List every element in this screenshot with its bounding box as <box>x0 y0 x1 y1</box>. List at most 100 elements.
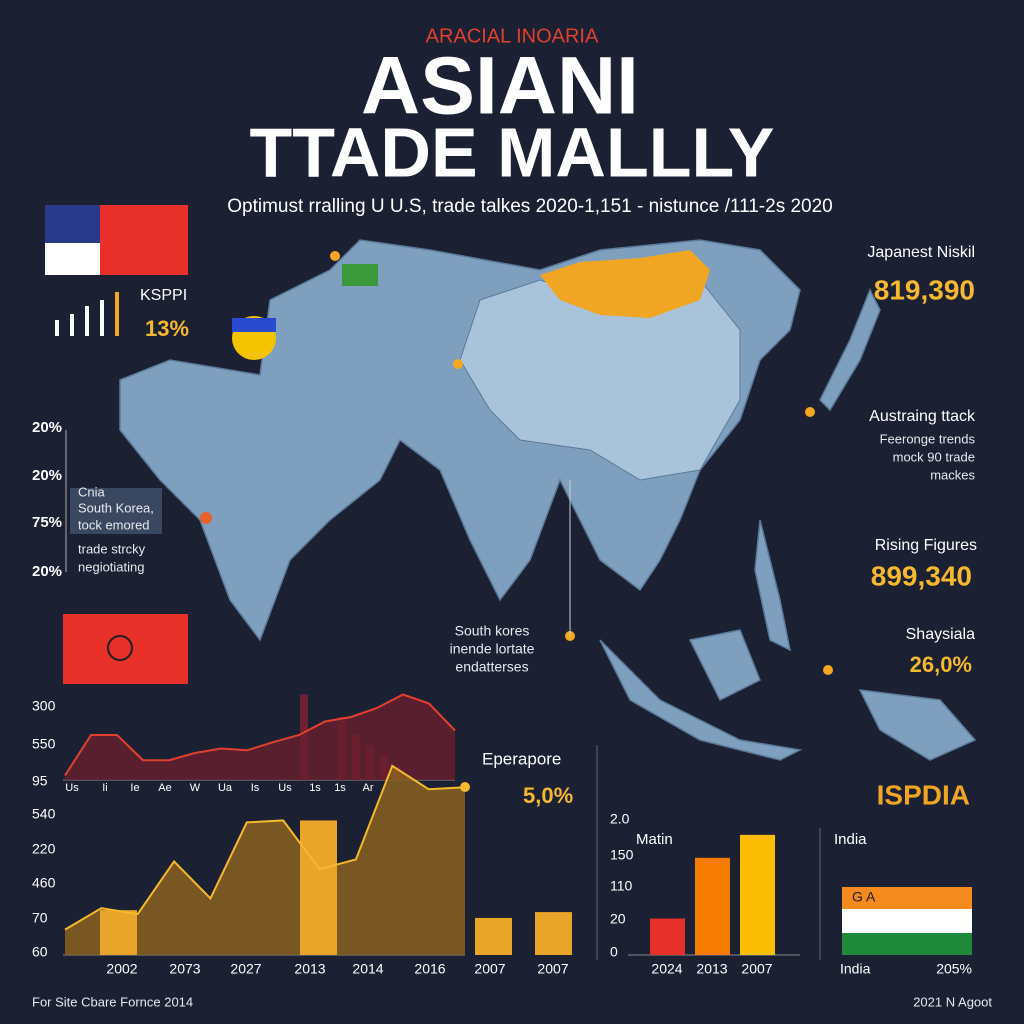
flag <box>63 614 188 684</box>
callout-text: tock emored <box>78 517 150 532</box>
flag-stripe <box>232 318 276 332</box>
x-label: 1s <box>309 782 321 794</box>
index-value: 13% <box>145 316 189 341</box>
value: 26,0% <box>910 652 972 677</box>
axis-label: 20% <box>32 467 62 484</box>
axis-label: 540 <box>32 806 56 822</box>
marker <box>200 512 212 524</box>
axis-label: 70 <box>32 910 48 926</box>
x-label: Ie <box>130 782 139 794</box>
x-label: Ii <box>102 782 108 794</box>
line <box>64 764 466 931</box>
flag-canton <box>45 205 100 243</box>
china-region <box>459 279 741 481</box>
bar <box>740 834 775 955</box>
bar <box>300 820 337 955</box>
footer-left: For Site Cbare Fornce 2014 <box>32 994 193 1009</box>
axis-label: 60 <box>32 944 48 960</box>
x-label: 2073 <box>169 961 200 977</box>
map-note: inende lortate <box>450 641 535 657</box>
axis-label: 150 <box>610 847 634 863</box>
title-line: ASIANI <box>361 41 639 132</box>
flag-emblem <box>107 635 133 661</box>
philippines <box>754 519 792 652</box>
axis-label: 95 <box>32 773 48 789</box>
x-label: 2007 <box>741 961 772 977</box>
india-label: India <box>840 961 871 977</box>
subtitle: Optimust rralling U U.S, trade talkes 20… <box>227 196 833 217</box>
label: Japanest Niskil <box>867 244 975 261</box>
marker <box>823 665 833 675</box>
x-label: 2013 <box>696 961 727 977</box>
bar <box>695 857 730 955</box>
x-label: 2002 <box>106 961 137 977</box>
label: Eperapore <box>482 749 561 768</box>
chart-title: Matin <box>636 831 673 848</box>
bar-icon <box>55 292 119 336</box>
text-line: mackes <box>930 467 975 482</box>
label: Shaysiala <box>906 626 975 643</box>
axis-label: 0 <box>610 944 618 960</box>
flag-text: G A <box>852 889 876 905</box>
x-label: 2027 <box>230 961 261 977</box>
x-label: Ae <box>158 782 171 794</box>
axis-label: 20% <box>32 419 62 436</box>
indonesia <box>599 639 803 761</box>
label: Austraing ttack <box>869 408 976 425</box>
footer-right: 2021 N Agoot <box>913 994 992 1009</box>
bar <box>100 910 137 955</box>
japan <box>819 288 881 412</box>
india-value: 205% <box>936 961 972 977</box>
axis-label: 220 <box>32 841 56 857</box>
axis-label: 20 <box>610 911 626 927</box>
india-title: India <box>834 831 867 848</box>
x-label: 2016 <box>414 961 445 977</box>
axis-label: 110 <box>610 878 633 894</box>
bar <box>475 917 512 955</box>
new-guinea <box>858 689 977 761</box>
x-label: Us <box>65 782 79 794</box>
axis-label: 2.0 <box>610 811 630 827</box>
flag-icon <box>342 264 378 286</box>
line <box>64 693 456 777</box>
area <box>65 765 465 955</box>
x-label: 2007 <box>537 961 568 977</box>
bar <box>650 918 685 955</box>
map <box>119 239 977 761</box>
flag-stripe <box>842 887 972 909</box>
x-label: 2024 <box>651 961 682 977</box>
marker <box>460 782 470 792</box>
x-label: Us <box>278 782 292 794</box>
marker <box>330 251 340 261</box>
map-note: South kores <box>455 623 530 639</box>
flag-stripe <box>842 933 972 955</box>
marker <box>453 359 463 369</box>
value: 819,390 <box>874 274 975 305</box>
callout-box <box>70 488 162 534</box>
axis-label: 460 <box>32 875 56 891</box>
kicker: ARACIAL INOARIA <box>426 25 599 47</box>
brand: ISPDIA <box>877 779 970 810</box>
x-label: 2007 <box>474 961 505 977</box>
callout-text: negiotiating <box>78 559 145 574</box>
x-label: Is <box>251 782 260 794</box>
text-line: Feeronge trends <box>880 431 976 446</box>
flag-stripe <box>842 909 972 933</box>
bar <box>535 912 572 955</box>
borneo <box>688 629 761 702</box>
x-label: Ar <box>363 782 374 794</box>
axis-label: 300 <box>32 698 56 714</box>
x-label: 1s <box>334 782 346 794</box>
label: Rising Figures <box>875 537 977 554</box>
marker <box>805 407 815 417</box>
index-label: KSPPI <box>140 287 187 304</box>
area <box>65 694 455 780</box>
mongolia-region <box>540 250 710 318</box>
title-line: TTADE MALLLY <box>250 113 775 191</box>
value: 899,340 <box>871 560 972 591</box>
callout-text: South Korea, <box>78 500 154 515</box>
x-label: 2014 <box>352 961 383 977</box>
text-line: mock 90 trade <box>893 449 975 464</box>
axis-label: 550 <box>32 736 56 752</box>
